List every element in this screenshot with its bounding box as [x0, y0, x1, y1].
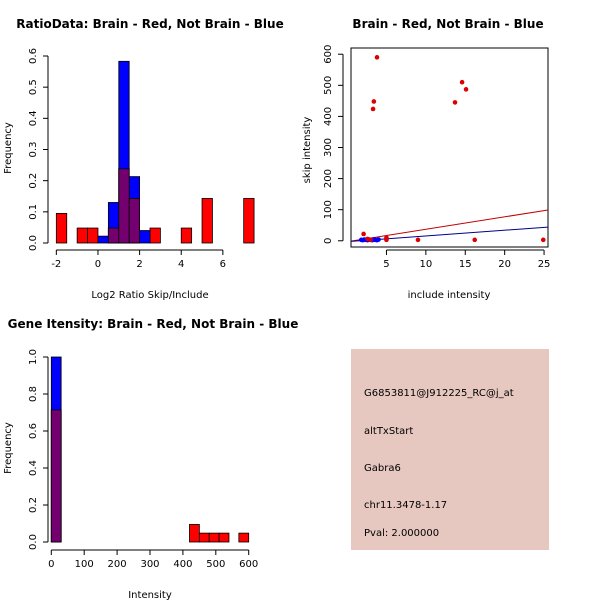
intensity-bar-brain — [198, 532, 210, 543]
info-box-background — [351, 349, 549, 550]
ratio-bar-not-brain — [97, 235, 109, 244]
scatter-point-brain — [370, 106, 376, 112]
event-type-text: altTxStart — [364, 426, 413, 437]
intensity-histogram-ylabel: Frequency — [3, 422, 14, 474]
scatter-point-brain — [540, 237, 546, 243]
ratio-histogram-ylabel: Frequency — [3, 122, 14, 174]
scatter-title: Brain - Red, Not Brain - Blue — [352, 17, 543, 31]
intensity-x-tick-label: 100 — [75, 559, 94, 570]
ratio-histogram-panel: RatioData: Brain - Red, Not Brain - Blue… — [3, 17, 284, 301]
gene-name-text: Gabra6 — [364, 463, 401, 474]
ratio-y-tick-label: 0.3 — [28, 142, 39, 158]
probe-id-text: G6853811@J912225_RC@j_at — [364, 388, 514, 399]
ratio-bar-brain — [149, 227, 161, 244]
scatter-y-tick-label: 600 — [323, 45, 334, 64]
scatter-y-tick-label: 300 — [323, 138, 334, 157]
scatter-fit-lines — [350, 209, 549, 242]
intensity-x-tick-label: 200 — [108, 559, 127, 570]
ratio-x-tick-label: 4 — [178, 259, 184, 270]
scatter-y-tick-label: 0 — [323, 238, 334, 244]
intensity-histogram-bars — [50, 356, 250, 543]
scatter-x-tick-label: 25 — [538, 259, 551, 270]
intensity-x-tick-label: 400 — [173, 559, 192, 570]
ratio-x-tick-label: 2 — [136, 259, 142, 270]
scatter-point-brain — [463, 87, 469, 92]
intensity-bar-overlap — [50, 409, 62, 543]
location-text: chr11.3478-1.17 — [364, 500, 447, 511]
scatter-point-brain — [374, 55, 380, 60]
intensity-bar-brain — [189, 524, 200, 543]
scatter-point-brain — [472, 237, 478, 243]
ratio-y-tick-label: 0.0 — [28, 235, 39, 251]
intensity-histogram-panel: Gene Itensity: Brain - Red, Not Brain - … — [3, 317, 298, 600]
scatter-point-brain — [368, 237, 374, 243]
ratio-bar-overlap — [107, 227, 120, 244]
intensity-y-tick-label: 0.4 — [28, 460, 39, 476]
scatter-point-brain — [384, 237, 389, 243]
intensity-histogram-title: Gene Itensity: Brain - Red, Not Brain - … — [8, 317, 299, 331]
ratio-histogram-axes: 0.0 0.1 0.2 0.3 0.4 0.5 0.6 -2 0 2 4 6 — [28, 48, 226, 270]
scatter-plot-box — [350, 47, 549, 248]
ratio-bar-not-brain — [139, 230, 151, 244]
scatter-fit-line-not-brain — [350, 226, 549, 242]
scatter-y-tick-label: 400 — [323, 107, 334, 126]
intensity-y-tick-label: 1.0 — [28, 349, 39, 365]
scatter-points — [358, 55, 546, 243]
ratio-y-tick-label: 0.1 — [28, 204, 39, 220]
scatter-panel: Brain - Red, Not Brain - Blue 5 10 15 20 25 0… — [302, 17, 550, 301]
intensity-x-tick-label: 600 — [239, 559, 258, 570]
ratio-bar-overlap — [128, 198, 140, 244]
scatter-x-tick-label: 5 — [383, 259, 389, 270]
scatter-y-tick-label: 100 — [323, 200, 334, 219]
pval-text: Pval: 2.000000 — [364, 528, 439, 539]
scatter-point-brain — [371, 99, 377, 104]
scatter-fit-line-brain — [350, 209, 549, 242]
scatter-point-not-brain — [376, 237, 381, 242]
intensity-bar-brain — [208, 532, 220, 543]
scatter-point-brain — [452, 100, 458, 105]
ratio-x-tick-label: 0 — [95, 259, 101, 270]
ratio-y-tick-label: 0.2 — [28, 173, 39, 189]
scatter-x-tick-label: 15 — [459, 259, 472, 270]
intensity-x-tick-label: 500 — [206, 559, 225, 570]
ratio-histogram-xlabel: Log2 Ratio Skip/Include — [91, 290, 208, 301]
intensity-y-tick-label: 0.0 — [28, 534, 39, 550]
scatter-x-tick-label: 10 — [419, 259, 432, 270]
scatter-xlabel: include intensity — [408, 290, 491, 301]
info-panel: G6853811@J912225_RC@j_at altTxStart Gabr… — [351, 349, 549, 550]
scatter-x-tick-label: 20 — [498, 259, 511, 270]
ratio-bar-brain — [180, 227, 193, 244]
scatter-y-tick-label: 500 — [323, 76, 334, 95]
intensity-y-tick-label: 0.8 — [28, 386, 39, 402]
intensity-x-tick-label: 0 — [48, 559, 54, 570]
scatter-point-brain — [459, 79, 465, 85]
ratio-y-tick-label: 0.5 — [28, 79, 39, 95]
ratio-x-tick-label: -2 — [51, 259, 61, 270]
ratio-y-tick-label: 0.4 — [28, 110, 39, 126]
ratio-histogram-title: RatioData: Brain - Red, Not Brain - Blue — [16, 17, 283, 31]
scatter-ylabel: skip intensity — [302, 117, 313, 184]
ratio-y-tick-label: 0.6 — [28, 48, 39, 64]
intensity-histogram-axes: 0.0 0.2 0.4 0.6 0.8 1.0 0 100 200 300 400 500 600 — [28, 349, 258, 570]
ratio-bar-brain — [87, 227, 99, 244]
intensity-y-tick-label: 0.2 — [28, 497, 39, 513]
ratio-bar-brain — [55, 212, 68, 244]
scatter-point-brain — [415, 237, 421, 243]
ratio-bar-brain — [201, 198, 213, 244]
intensity-bar-brain — [238, 532, 250, 543]
intensity-x-tick-label: 300 — [140, 559, 159, 570]
ratio-x-tick-label: 6 — [220, 259, 226, 270]
ratio-bar-brain — [76, 227, 88, 244]
scatter-y-tick-label: 200 — [323, 169, 334, 188]
ratio-histogram-bars — [55, 60, 255, 244]
scatter-axes: 5 10 15 20 25 0 100 200 300 400 500 600 — [323, 45, 550, 270]
intensity-histogram-xlabel: Intensity — [128, 590, 172, 600]
ratio-bar-overlap — [118, 168, 130, 244]
intensity-bar-brain — [218, 532, 230, 543]
scatter-point-brain — [361, 231, 366, 237]
intensity-y-tick-label: 0.6 — [28, 423, 39, 439]
ratio-bar-brain — [243, 198, 255, 244]
